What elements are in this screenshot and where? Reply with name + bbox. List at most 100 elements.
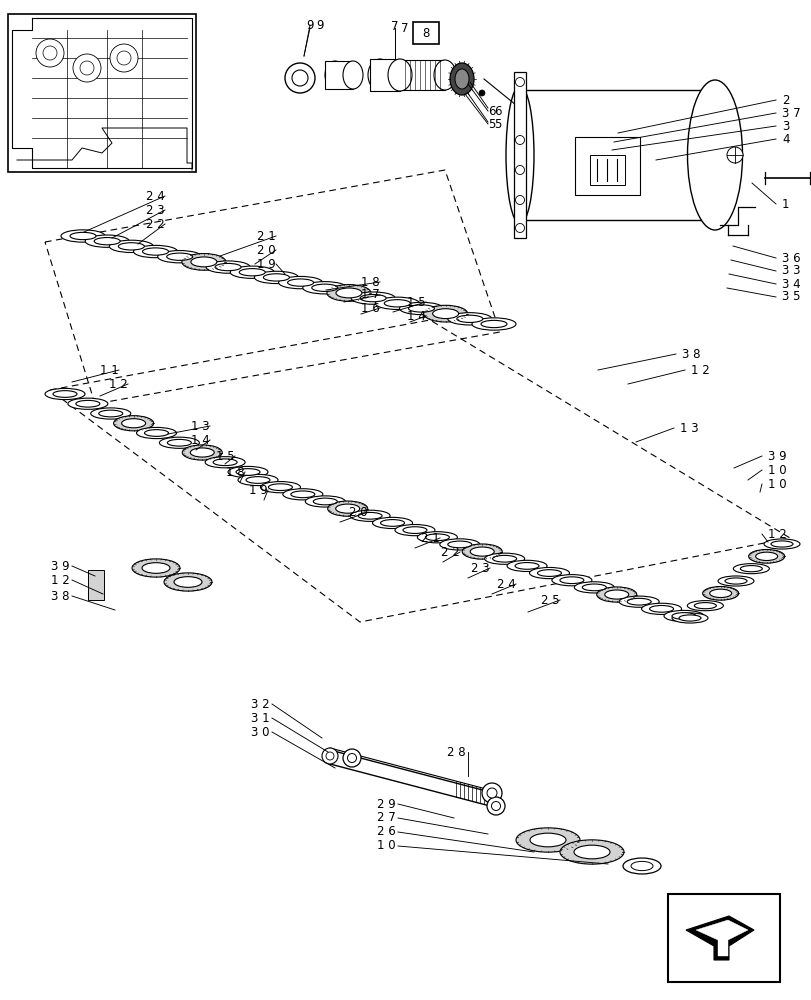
Ellipse shape xyxy=(133,245,178,258)
Ellipse shape xyxy=(470,547,494,556)
Ellipse shape xyxy=(359,294,386,302)
Text: 2 5: 2 5 xyxy=(541,593,560,606)
Circle shape xyxy=(726,147,742,163)
Text: 1 2: 1 2 xyxy=(767,528,786,540)
Text: 3 1: 3 1 xyxy=(251,711,270,724)
Text: 1 4: 1 4 xyxy=(191,434,210,446)
Ellipse shape xyxy=(70,232,96,240)
Text: 6: 6 xyxy=(487,105,496,118)
Text: 5: 5 xyxy=(487,118,495,131)
Text: 1 0: 1 0 xyxy=(767,464,786,477)
Ellipse shape xyxy=(290,491,315,498)
Ellipse shape xyxy=(246,477,270,483)
Ellipse shape xyxy=(702,586,738,600)
Text: 2 3: 2 3 xyxy=(146,204,165,217)
Text: 1: 1 xyxy=(781,198,788,211)
Ellipse shape xyxy=(619,596,659,607)
Bar xyxy=(574,137,639,195)
Ellipse shape xyxy=(672,613,695,619)
Ellipse shape xyxy=(206,261,250,273)
Ellipse shape xyxy=(118,243,144,250)
Ellipse shape xyxy=(560,577,583,584)
Ellipse shape xyxy=(142,563,169,573)
Ellipse shape xyxy=(770,541,792,547)
Text: 1 4: 1 4 xyxy=(407,310,426,322)
Polygon shape xyxy=(685,916,753,960)
Ellipse shape xyxy=(367,59,392,91)
Ellipse shape xyxy=(372,517,412,529)
Text: 3 5: 3 5 xyxy=(781,290,800,304)
Text: 1 7: 1 7 xyxy=(361,288,380,302)
Ellipse shape xyxy=(433,60,456,90)
Ellipse shape xyxy=(75,400,100,407)
Text: 2: 2 xyxy=(781,94,788,107)
Text: 3 7: 3 7 xyxy=(781,107,800,120)
Ellipse shape xyxy=(423,305,467,322)
Ellipse shape xyxy=(166,253,192,260)
Ellipse shape xyxy=(85,235,129,247)
Ellipse shape xyxy=(263,274,289,281)
Ellipse shape xyxy=(457,315,483,322)
Ellipse shape xyxy=(471,318,515,330)
Ellipse shape xyxy=(328,501,367,516)
Ellipse shape xyxy=(394,525,435,536)
Text: 1 1: 1 1 xyxy=(100,363,119,376)
Text: 1 0: 1 0 xyxy=(767,478,786,490)
Ellipse shape xyxy=(303,282,346,294)
Ellipse shape xyxy=(755,552,777,561)
Text: 1 3: 1 3 xyxy=(679,422,697,434)
Ellipse shape xyxy=(480,320,506,328)
Ellipse shape xyxy=(268,484,292,491)
Ellipse shape xyxy=(440,539,479,550)
Text: 7: 7 xyxy=(401,22,408,35)
Circle shape xyxy=(80,61,94,75)
Ellipse shape xyxy=(732,564,768,574)
Ellipse shape xyxy=(448,313,491,325)
Text: 8: 8 xyxy=(422,27,429,40)
Text: 3: 3 xyxy=(781,120,788,133)
Text: 3 9: 3 9 xyxy=(51,560,70,572)
Text: 2 0: 2 0 xyxy=(257,243,276,256)
Ellipse shape xyxy=(492,555,516,562)
Ellipse shape xyxy=(514,563,539,569)
Ellipse shape xyxy=(537,570,560,576)
Text: 2 4: 2 4 xyxy=(146,190,165,203)
Ellipse shape xyxy=(573,845,609,859)
Text: 3 6: 3 6 xyxy=(781,251,800,264)
Ellipse shape xyxy=(167,439,191,446)
Text: 1 5: 1 5 xyxy=(216,450,234,462)
Bar xyxy=(8,14,195,172)
Ellipse shape xyxy=(61,230,105,242)
Ellipse shape xyxy=(399,302,443,315)
Ellipse shape xyxy=(159,437,200,448)
FancyBboxPatch shape xyxy=(413,22,439,44)
Ellipse shape xyxy=(573,582,614,593)
Ellipse shape xyxy=(417,532,457,543)
Ellipse shape xyxy=(515,828,579,852)
Ellipse shape xyxy=(529,567,569,579)
Bar xyxy=(400,60,444,90)
Ellipse shape xyxy=(305,496,345,507)
Ellipse shape xyxy=(212,459,237,466)
Ellipse shape xyxy=(491,801,500,810)
Ellipse shape xyxy=(560,840,623,864)
Ellipse shape xyxy=(487,797,504,815)
Text: 2 1: 2 1 xyxy=(421,532,440,544)
Ellipse shape xyxy=(763,539,799,549)
Ellipse shape xyxy=(239,269,265,276)
Ellipse shape xyxy=(53,391,77,397)
Text: 7: 7 xyxy=(391,20,398,33)
Circle shape xyxy=(73,54,101,82)
Ellipse shape xyxy=(336,288,362,298)
Text: 1 0: 1 0 xyxy=(377,839,396,852)
Ellipse shape xyxy=(191,257,217,267)
Text: 2 8: 2 8 xyxy=(447,745,466,758)
Ellipse shape xyxy=(484,553,524,564)
Circle shape xyxy=(515,166,524,175)
Ellipse shape xyxy=(122,419,145,428)
Ellipse shape xyxy=(282,489,323,500)
Ellipse shape xyxy=(581,584,606,591)
Ellipse shape xyxy=(717,576,753,586)
Ellipse shape xyxy=(322,748,337,764)
Circle shape xyxy=(482,783,501,803)
